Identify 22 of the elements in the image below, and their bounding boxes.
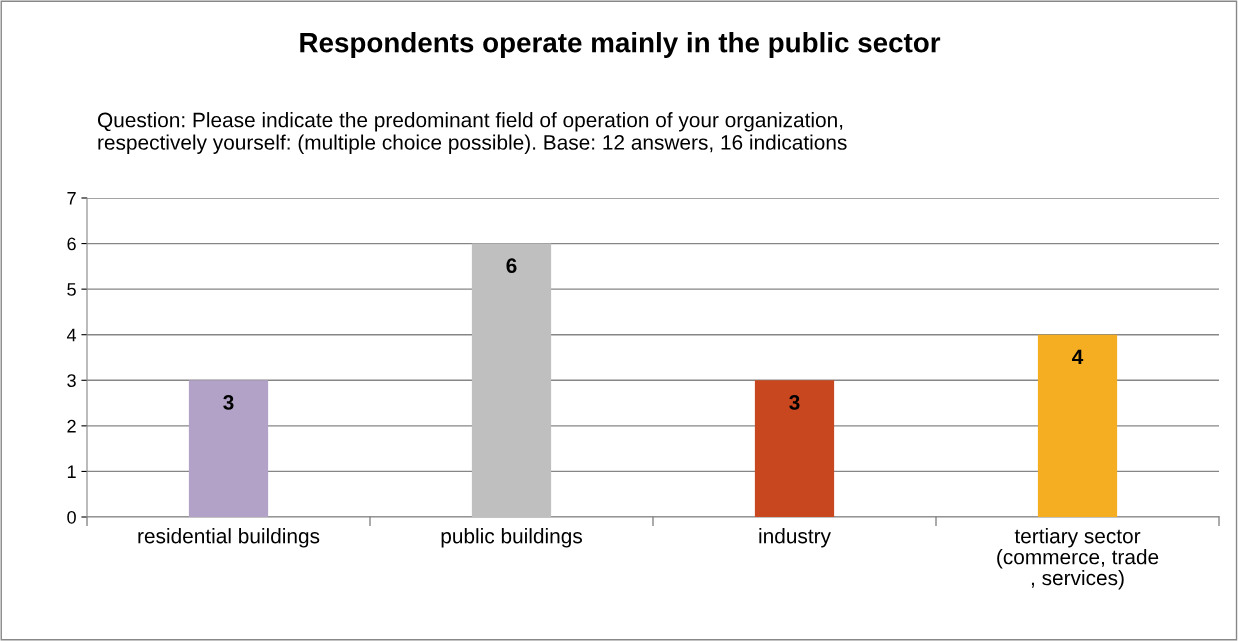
bar (754, 380, 835, 517)
data-label: 3 (223, 395, 234, 410)
data-label: 4 (1072, 349, 1084, 365)
data-label: 3 (789, 395, 800, 410)
x-tick-label: tertiary sector (commerce, trade , services) (997, 528, 1159, 590)
x-tick-label: public buildings (441, 528, 582, 548)
data-label: 6 (506, 258, 517, 274)
y-tick-label: 3 (67, 374, 76, 388)
chart-subtitle: Question: Please indicate the predominant field of operation of your organization, respectively yourself: (multiple choice possible). Base: 12 answers, 16 indications (97, 112, 847, 154)
y-tick-label: 6 (67, 237, 76, 251)
y-tick-label: 0 (67, 510, 76, 524)
bar (471, 243, 552, 517)
chart-title: Respondents operate mainly in the public sector (300, 32, 941, 58)
bar (188, 380, 269, 517)
y-tick-label: 4 (66, 328, 77, 342)
y-tick-label: 1 (67, 465, 76, 478)
y-tick-label: 2 (67, 419, 76, 433)
y-tick-label: 7 (67, 192, 76, 205)
y-tick-label: 5 (67, 283, 76, 296)
bar (1037, 334, 1118, 517)
x-tick-label: industry (759, 528, 831, 548)
x-tick-label: residential buildings (138, 528, 320, 548)
